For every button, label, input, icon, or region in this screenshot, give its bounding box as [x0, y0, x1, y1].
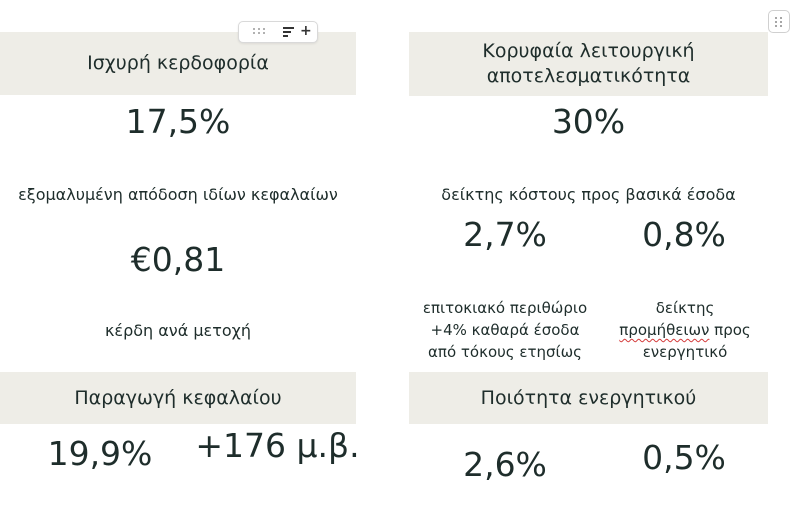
cost-of-risk-value: 0,5%: [642, 438, 726, 477]
profitability-title: Ισχυρή κερδοφορία: [87, 52, 269, 74]
npl-ratio-value: 2,6%: [463, 445, 547, 484]
efficiency-title-line-2: αποτελεσματικότητα: [486, 65, 691, 87]
fee-ratio-value: 0,8%: [642, 215, 726, 254]
fee-ratio-label: δείκτης προμήθειων προς ενεργητικό: [602, 297, 768, 363]
sort-icon[interactable]: [283, 27, 294, 37]
cost-income-value: 30%: [551, 102, 626, 141]
drag-handle-icon: [775, 16, 783, 27]
eps-label: κέρδη ανά μετοχή: [105, 321, 251, 340]
net-interest-margin-label: επιτοκιακό περιθώριο +4% καθαρά έσοδα απ…: [405, 297, 605, 363]
asset-quality-title: Ποιότητα ενεργητικού: [480, 386, 697, 409]
plus-icon[interactable]: +: [300, 23, 312, 39]
net-interest-margin-value: 2,7%: [463, 215, 547, 254]
misspelled-word[interactable]: προμήθειων: [619, 321, 710, 339]
fee-label-line-3: ενεργητικό: [642, 343, 728, 361]
fee-label-line-2: προμήθειων προς: [602, 319, 768, 341]
nim-label-line-3: από τόκους ετησίως: [428, 343, 582, 361]
corner-drag-button[interactable]: [768, 10, 790, 33]
capital-header: Παραγωγή κεφαλαίου: [0, 372, 356, 424]
fee-label-line-2-rest: προς: [709, 321, 751, 339]
eps-value: €0,81: [130, 240, 226, 279]
floating-toolbar: +: [238, 21, 318, 43]
nim-label-line-1: επιτοκιακό περιθώριο: [422, 299, 588, 317]
drag-handle-icon[interactable]: [253, 28, 266, 34]
capital-bps-value: +176 μ.β.: [195, 426, 360, 465]
capital-title: Παραγωγή κεφαλαίου: [74, 386, 282, 409]
nim-label-line-2: +4% καθαρά έσοδα: [430, 321, 580, 339]
efficiency-title-line-1: Κορυφαία λειτουργική: [482, 40, 695, 62]
cost-income-label: δείκτης κόστους προς βασικά έσοδα: [441, 185, 736, 204]
efficiency-header: Κορυφαία λειτουργική αποτελεσματικότητα: [409, 32, 768, 96]
roe-label: εξομαλυμένη απόδοση ιδίων κεφαλαίων: [18, 185, 338, 204]
asset-quality-header: Ποιότητα ενεργητικού: [409, 372, 768, 424]
fee-label-line-1: δείκτης: [655, 299, 715, 317]
roe-value: 17,5%: [125, 102, 231, 141]
capital-ratio-value: 19,9%: [47, 434, 153, 473]
